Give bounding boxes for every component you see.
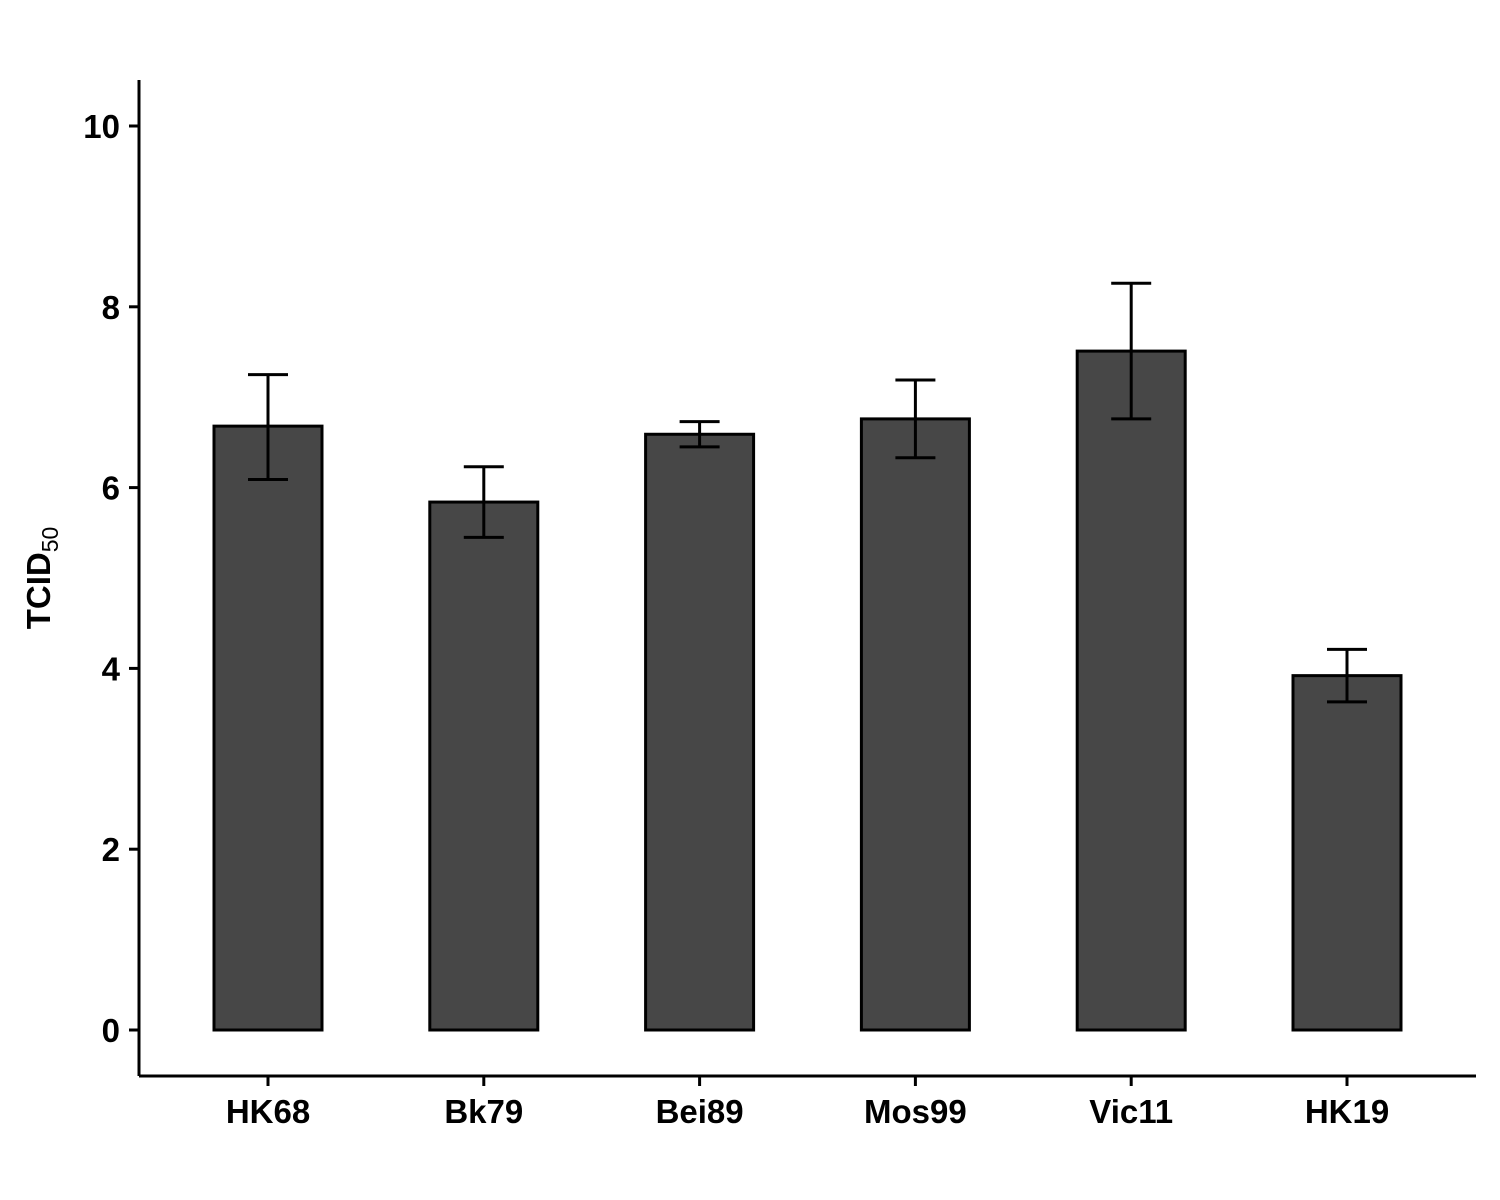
y-axis-title-subscript: 50 xyxy=(37,527,63,553)
bar-HK19 xyxy=(1291,674,1403,1032)
y-axis-title: TCID50 xyxy=(20,527,63,630)
y-axis-title-main: TCID xyxy=(20,552,57,629)
y-tick-label-8: 8 xyxy=(102,289,120,326)
bar-Vic11 xyxy=(1075,349,1187,1032)
bars-layer xyxy=(212,349,1403,1032)
y-tick-label-0: 0 xyxy=(102,1012,120,1049)
x-tick-label-Vic11: Vic11 xyxy=(1089,1093,1173,1130)
bar-Bei89 xyxy=(644,432,756,1032)
bar-Mos99 xyxy=(859,417,971,1032)
x-tick-label-Bei89: Bei89 xyxy=(656,1093,744,1130)
y-tick-label-2: 2 xyxy=(102,831,120,868)
x-tick-label-Bk79: Bk79 xyxy=(444,1093,523,1130)
x-tick-label-HK19: HK19 xyxy=(1305,1093,1389,1130)
x-tick-label-HK68: HK68 xyxy=(226,1093,310,1130)
y-tick-label-6: 6 xyxy=(102,470,120,507)
error-bars-layer xyxy=(248,281,1367,704)
y-tick-label-10: 10 xyxy=(83,108,120,145)
x-ticks-layer: HK68 Bk79 Bei89 Mos99 Vic11 HK19 xyxy=(226,1076,1389,1130)
bar-Bk79 xyxy=(428,500,540,1032)
bar-HK68 xyxy=(212,424,324,1032)
x-tick-label-Mos99: Mos99 xyxy=(864,1093,967,1130)
y-tick-label-4: 4 xyxy=(102,650,121,687)
y-ticks-layer: 0 2 4 6 8 10 xyxy=(83,108,139,1049)
